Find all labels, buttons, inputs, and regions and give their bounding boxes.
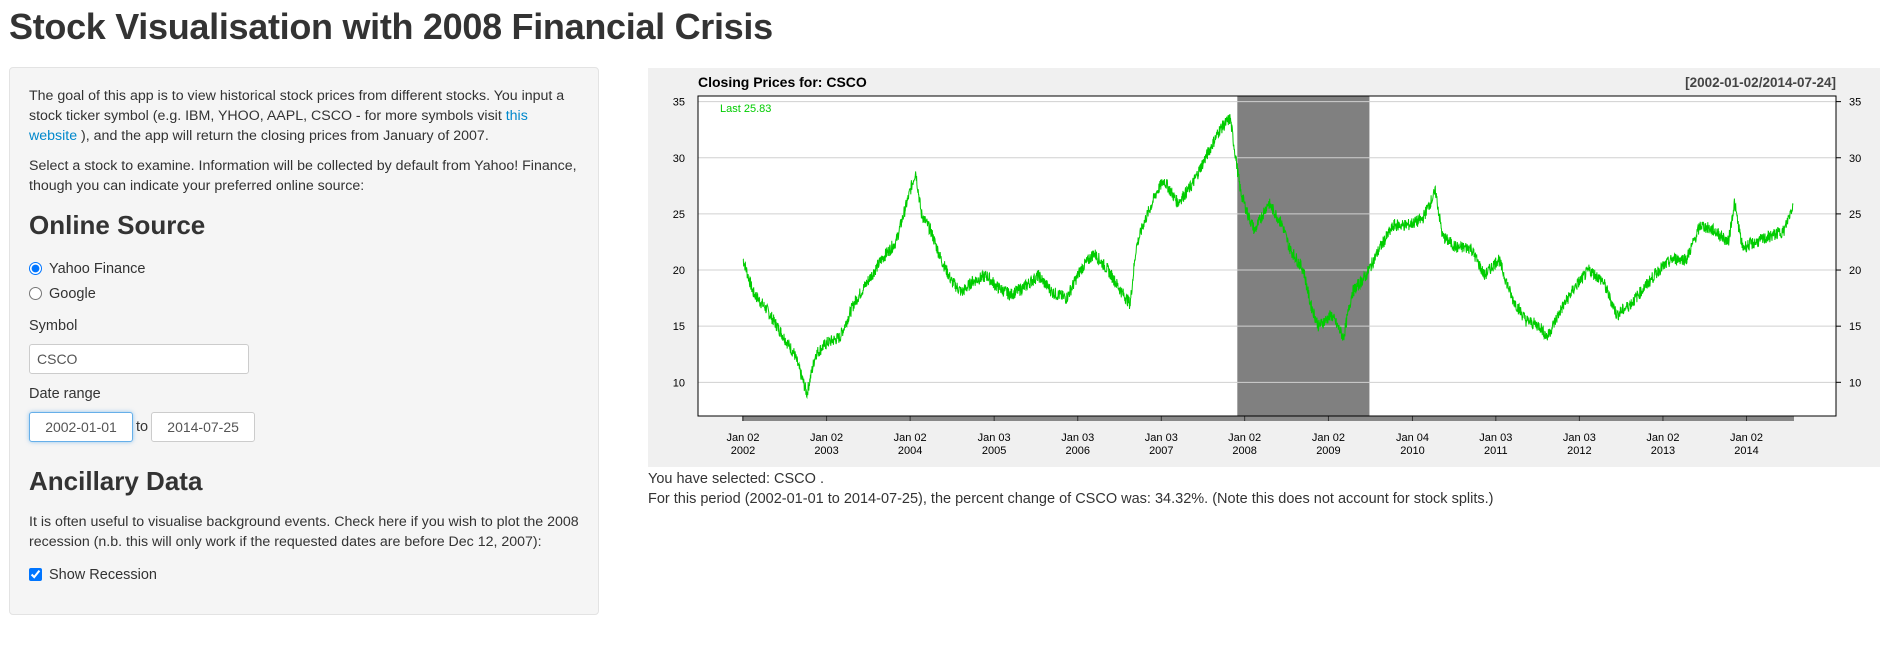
x-tick-year-label: 2011	[1484, 445, 1508, 457]
x-tick-label: Jan 03	[978, 432, 1011, 444]
x-tick-year-label: 2006	[1065, 445, 1089, 457]
x-tick-year-label: 2003	[814, 445, 838, 457]
y-tick-label-left: 15	[673, 321, 685, 333]
y-tick-label-left: 30	[673, 153, 685, 165]
x-tick-label: Jan 04	[1396, 432, 1429, 444]
page-title: Stock Visualisation with 2008 Financial …	[9, 6, 773, 47]
date-range-control: to	[29, 412, 579, 442]
show-recession-checkbox[interactable]	[29, 568, 42, 581]
radio-google-label: Google	[49, 285, 96, 302]
source-intro-text: Select a stock to examine. Information w…	[29, 158, 577, 194]
ancillary-data-heading: Ancillary Data	[29, 466, 203, 496]
radio-option-yahoo[interactable]: Yahoo Finance	[29, 256, 579, 281]
x-tick-year-label: 2010	[1400, 445, 1424, 457]
x-tick-year-label: 2014	[1734, 445, 1758, 457]
x-tick-year-label: 2007	[1149, 445, 1173, 457]
y-tick-label-right: 25	[1849, 209, 1861, 221]
x-tick-label: Jan 02	[1646, 432, 1679, 444]
intro-paragraph: The goal of this app is to view historic…	[29, 86, 579, 146]
x-tick-label: Jan 03	[1563, 432, 1596, 444]
x-tick-label: Jan 02	[1730, 432, 1763, 444]
output-area: You have selected: CSCO . For this perio…	[648, 469, 1493, 509]
date-range-label: Date range	[29, 386, 101, 402]
y-tick-label-right: 15	[1849, 321, 1861, 333]
x-axis-bar	[742, 416, 1794, 421]
closing-price-line	[742, 114, 1794, 400]
ancillary-text: It is often useful to visualise backgrou…	[29, 514, 579, 550]
x-tick-year-label: 2009	[1316, 445, 1340, 457]
y-tick-label-left: 25	[673, 209, 685, 221]
x-tick-label: Jan 03	[1061, 432, 1094, 444]
intro-text-end: ), and the app will return the closing p…	[77, 128, 489, 144]
x-tick-year-label: 2005	[982, 445, 1006, 457]
x-tick-year-label: 2012	[1567, 445, 1591, 457]
x-tick-year-label: 2008	[1232, 445, 1256, 457]
symbols-website-link[interactable]: this website	[29, 108, 528, 144]
percent-change-text: For this period (2002-01-01 to 2014-07-2…	[648, 491, 1494, 507]
y-tick-label-left: 10	[673, 377, 685, 389]
online-source-heading: Online Source	[29, 210, 206, 240]
plot-panel: Closing Prices for: CSCO [2002-01-02/201…	[648, 68, 1880, 467]
selected-symbol-text: You have selected: CSCO .	[648, 471, 824, 487]
show-recession-label: Show Recession	[49, 566, 157, 583]
x-tick-year-label: 2004	[898, 445, 922, 457]
x-tick-label: Jan 03	[1145, 432, 1178, 444]
x-tick-label: Jan 02	[810, 432, 843, 444]
symbol-input[interactable]	[29, 344, 249, 374]
closing-prices-chart: Closing Prices for: CSCO [2002-01-02/201…	[673, 74, 1862, 457]
y-tick-label-right: 30	[1849, 153, 1861, 165]
intro-text: The goal of this app is to view historic…	[29, 88, 565, 124]
plot-border	[697, 95, 1837, 417]
y-tick-label-right: 35	[1849, 97, 1861, 109]
chart-date-range: [2002-01-02/2014-07-24]	[1685, 75, 1836, 90]
date-end-input[interactable]	[151, 412, 256, 442]
y-tick-label-left: 35	[673, 97, 685, 109]
chart-title: Closing Prices for: CSCO	[698, 74, 867, 90]
last-value-label: Last 25.83	[720, 103, 771, 115]
y-tick-label-right: 10	[1849, 377, 1861, 389]
radio-google[interactable]	[29, 287, 42, 300]
radio-yahoo-label: Yahoo Finance	[49, 260, 146, 277]
x-tick-year-label: 2002	[731, 445, 755, 457]
date-separator: to	[136, 419, 149, 435]
x-tick-year-label: 2013	[1651, 445, 1675, 457]
sidebar-panel: The goal of this app is to view historic…	[9, 67, 599, 615]
x-tick-label: Jan 02	[1312, 432, 1345, 444]
x-tick-label: Jan 02	[1228, 432, 1261, 444]
y-tick-label-right: 20	[1849, 265, 1861, 277]
x-tick-label: Jan 02	[894, 432, 927, 444]
radio-option-google[interactable]: Google	[29, 281, 579, 306]
recession-band	[1237, 96, 1370, 416]
x-tick-label: Jan 02	[726, 432, 759, 444]
radio-yahoo[interactable]	[29, 262, 42, 275]
symbol-label: Symbol	[29, 318, 78, 334]
show-recession-option[interactable]: Show Recession	[29, 562, 579, 587]
y-tick-label-left: 20	[673, 265, 685, 277]
x-tick-label: Jan 03	[1479, 432, 1512, 444]
date-start-input[interactable]	[29, 412, 133, 442]
